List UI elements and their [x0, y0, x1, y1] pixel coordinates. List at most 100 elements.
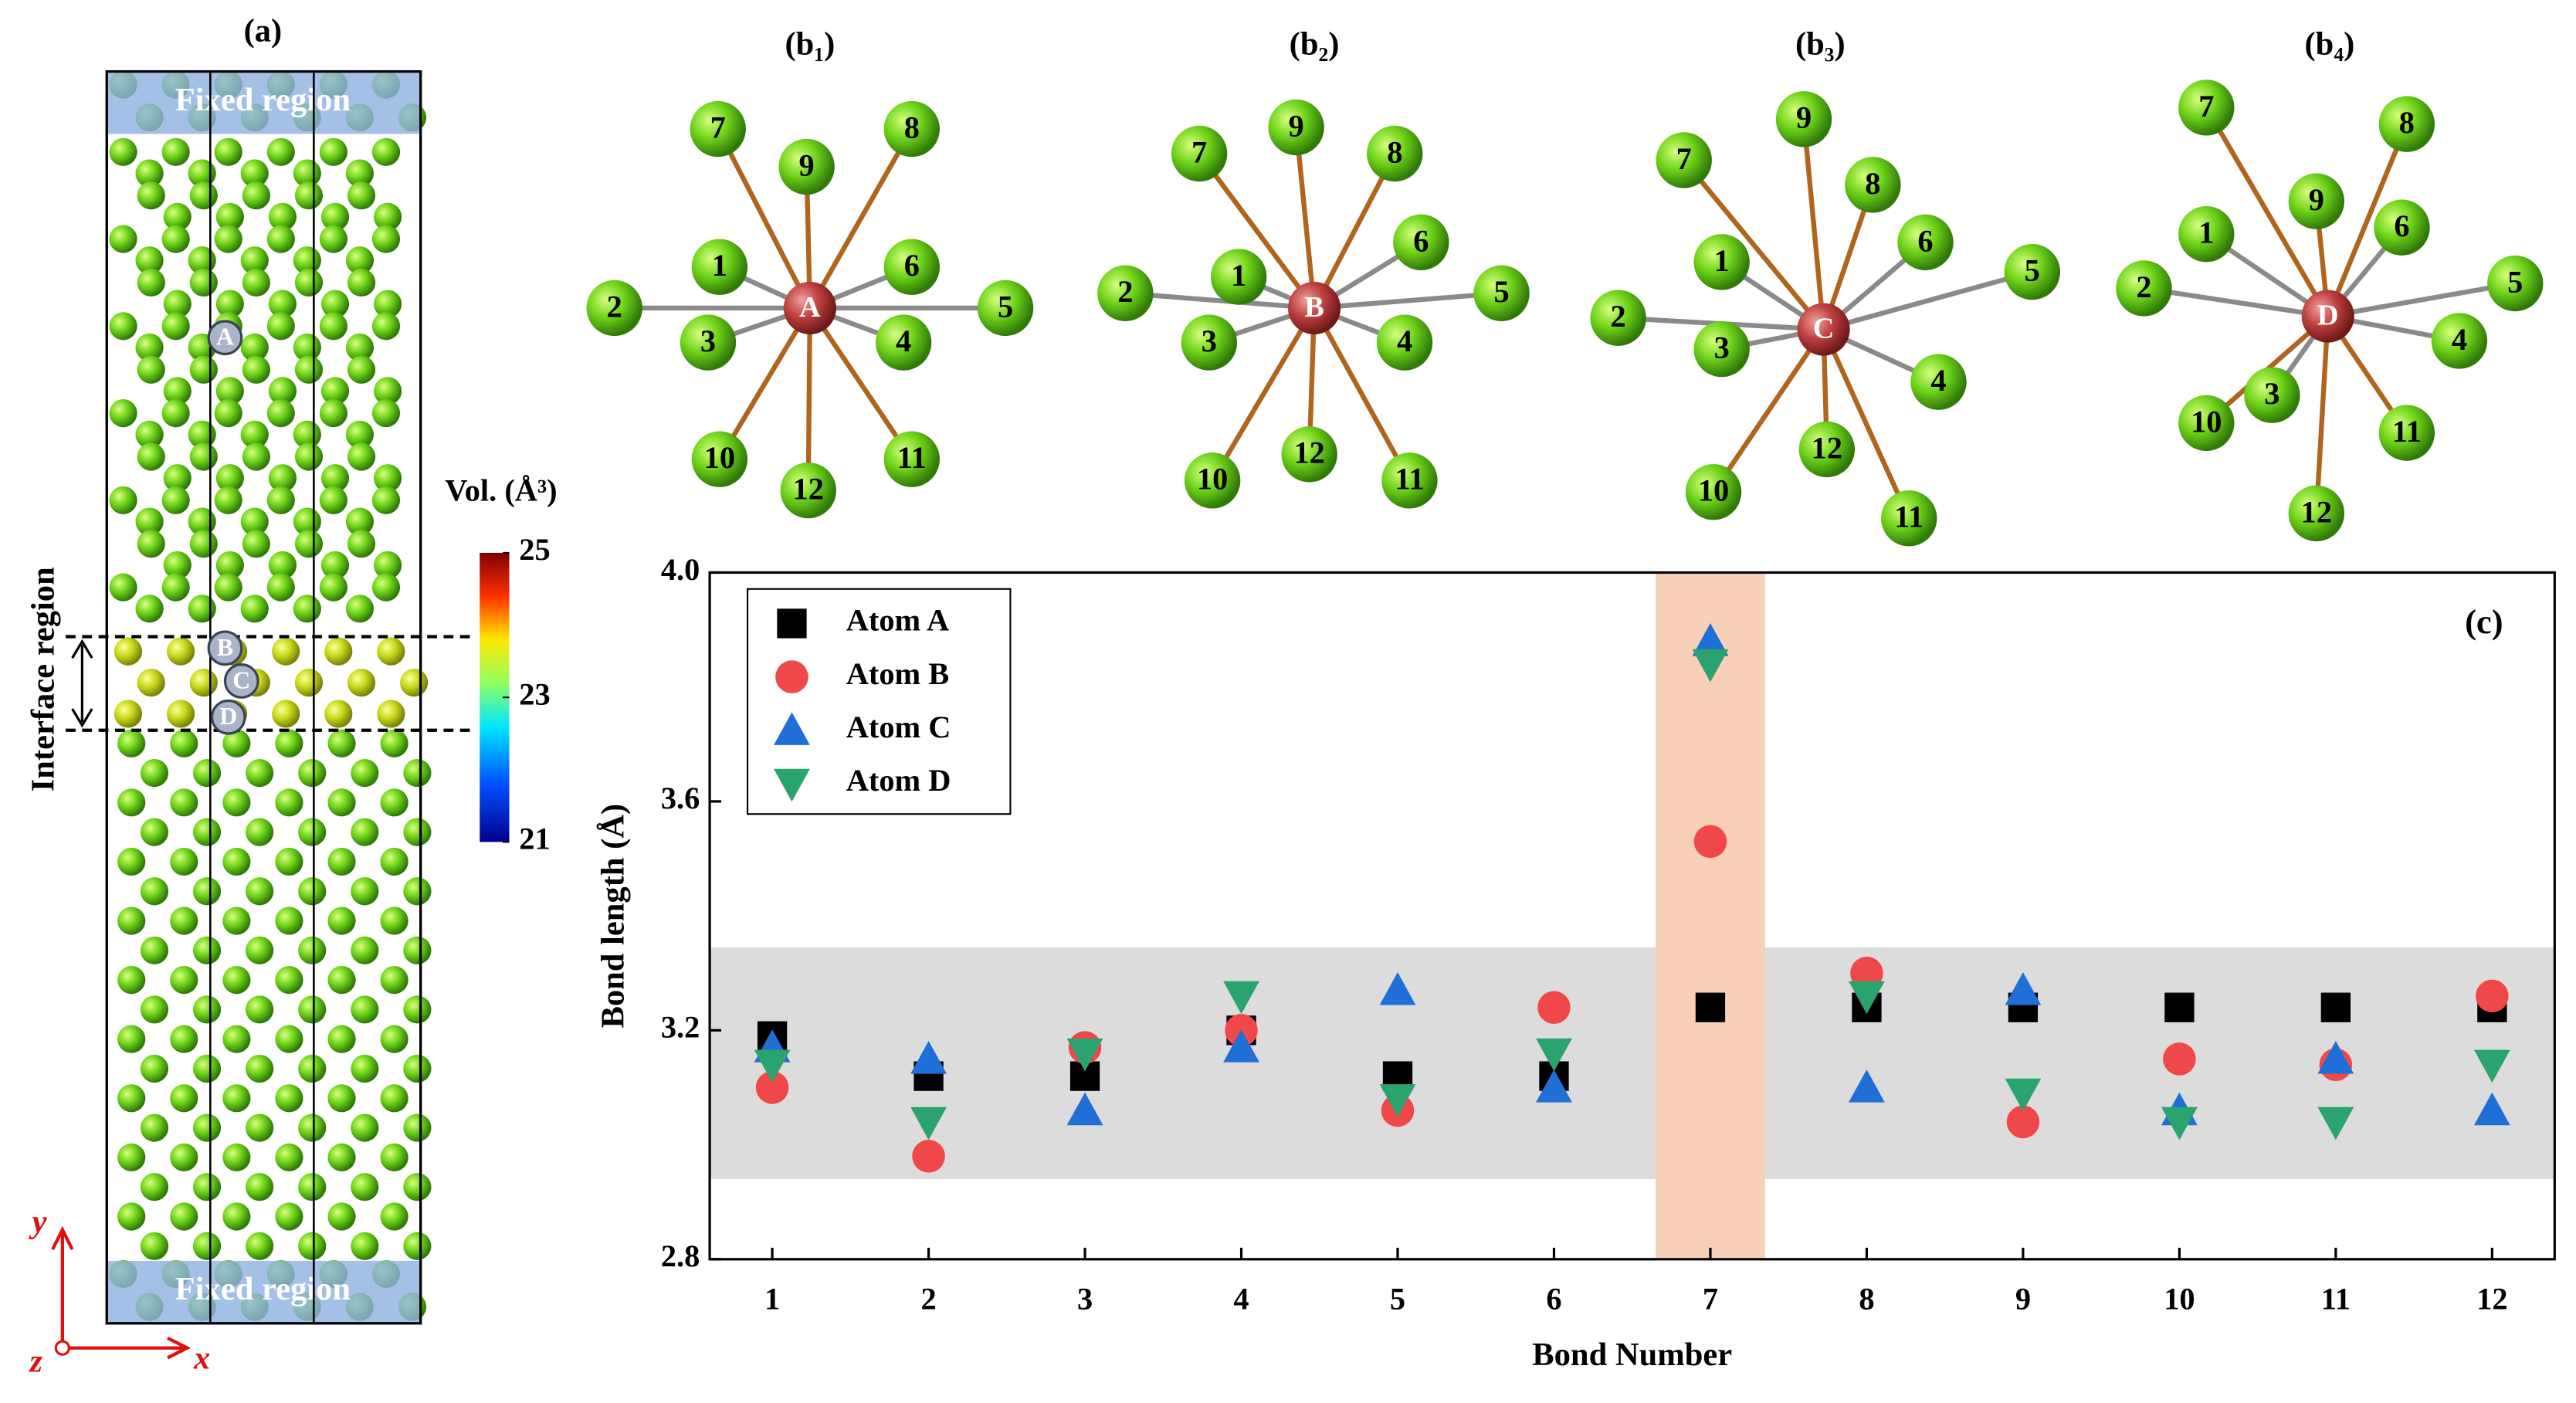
neighbor-label: 1 [1714, 243, 1730, 278]
atom [140, 877, 169, 906]
neighbor-atom [2178, 80, 2235, 136]
atom [135, 507, 164, 536]
neighbor-atom [1656, 132, 1712, 188]
atom [403, 877, 432, 906]
atom [214, 573, 242, 602]
neighbor-atom [2487, 255, 2544, 312]
bond [715, 127, 812, 310]
data-point [1536, 1038, 1572, 1072]
legend-label: Atom D [846, 763, 951, 798]
bond [808, 127, 914, 310]
atom-marker [223, 663, 259, 699]
fixed-label: Fixed region [175, 1271, 351, 1307]
atom [371, 137, 401, 166]
colorbar-tick-label: 21 [519, 822, 550, 856]
atom [114, 700, 143, 728]
atom [117, 907, 146, 935]
atom [275, 1084, 303, 1113]
bond [1711, 327, 1826, 494]
legend-label: Atom B [846, 656, 950, 691]
atom [109, 225, 137, 253]
atom [345, 507, 375, 536]
center-atom [783, 281, 836, 334]
x-tick-label: 5 [1390, 1281, 1405, 1316]
atom-marker [210, 699, 246, 735]
x-tick-label: 8 [1859, 1281, 1874, 1316]
neighbor-label: 7 [1191, 134, 1207, 169]
atom [170, 1084, 198, 1113]
atom [114, 637, 143, 666]
atom [403, 995, 432, 1024]
neighbor-label: 11 [1894, 500, 1924, 534]
atom [166, 700, 195, 728]
atom-label: A [216, 324, 234, 351]
bond [805, 307, 813, 491]
atom [320, 377, 350, 405]
neighbor-label: 2 [607, 289, 622, 324]
atom [246, 818, 274, 846]
atom [166, 637, 195, 666]
neighbor-label: 7 [710, 110, 726, 144]
neighbor-atom [1376, 314, 1433, 371]
atom [222, 1143, 251, 1171]
atom [240, 159, 269, 188]
x-tick-label: 6 [1546, 1281, 1561, 1316]
atom [192, 1232, 222, 1260]
atom [215, 202, 244, 231]
atom [189, 355, 218, 384]
center-atom [2301, 290, 2354, 343]
atom [327, 966, 356, 995]
neighbor-label: 7 [1676, 141, 1692, 176]
data-point [2317, 1106, 2354, 1140]
atom [266, 486, 295, 514]
neighbor-atom [1590, 290, 1646, 346]
atom [242, 442, 270, 471]
atom [170, 1143, 198, 1171]
arrow-head [71, 639, 93, 728]
atom [135, 595, 164, 623]
neighbor-label: 3 [700, 324, 716, 358]
panel-label: (b₄) [2304, 25, 2354, 62]
data-point [1692, 623, 1729, 656]
neighbor-atom [1268, 99, 1324, 156]
data-point [2161, 1106, 2198, 1140]
atom [192, 1113, 222, 1142]
neighbor-label: 4 [2452, 322, 2467, 357]
atom [351, 1113, 379, 1142]
x-tick-label: 2 [920, 1281, 936, 1316]
colorbar-tick-label: 23 [519, 676, 550, 711]
atom [294, 355, 324, 384]
neighbor-atom [1184, 452, 1241, 509]
atom [351, 936, 379, 964]
atom [242, 181, 270, 210]
data-point [755, 1071, 789, 1104]
atom [380, 966, 408, 995]
atom [327, 907, 356, 935]
atom [268, 464, 297, 493]
atom [161, 399, 190, 428]
atom [266, 312, 295, 341]
neighbor-atom [883, 431, 940, 487]
atom [246, 1054, 274, 1083]
data-point [1066, 1038, 1103, 1072]
atom [324, 700, 353, 728]
data-point [1695, 992, 1726, 1022]
atom [188, 507, 216, 536]
data-point [2320, 992, 2351, 1022]
atom [170, 729, 198, 757]
neighbor-label: 10 [2191, 404, 2222, 439]
data-point [2317, 1041, 2354, 1074]
atom [135, 333, 164, 362]
center-label: A [799, 291, 821, 324]
atom [240, 420, 269, 449]
atom [188, 159, 216, 188]
atom [294, 530, 324, 558]
neighbor-label: 2 [2136, 269, 2151, 304]
neighbor-atom [691, 239, 748, 295]
neighbor-atom [1775, 91, 1832, 147]
fixed-label: Fixed region [175, 82, 351, 118]
panel-label: (b₂) [1290, 25, 1340, 62]
center-atom [1797, 303, 1850, 356]
atom [192, 877, 222, 906]
atom [242, 530, 270, 558]
